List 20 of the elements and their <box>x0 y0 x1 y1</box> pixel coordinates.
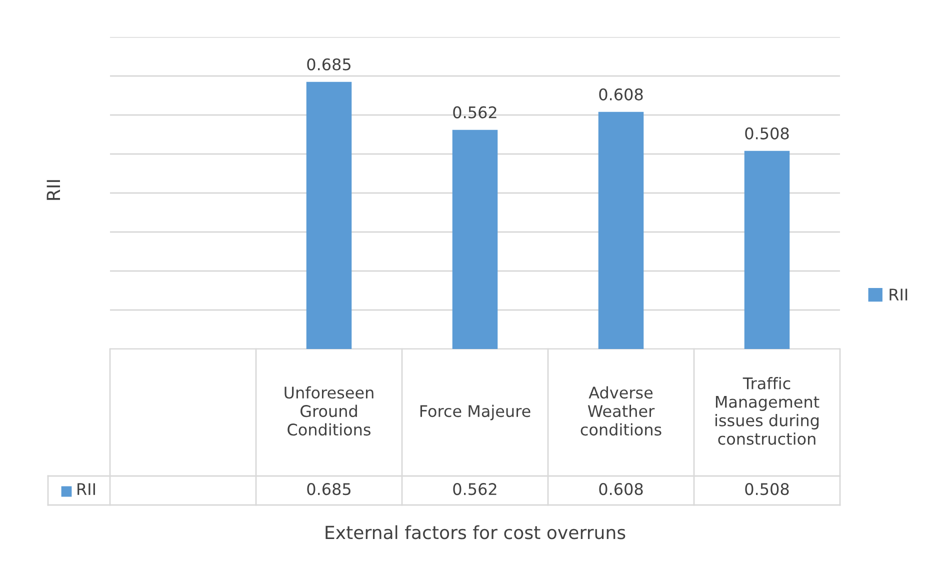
text: 0.508 <box>745 483 789 496</box>
bar <box>598 112 644 349</box>
text: 0.608 <box>599 483 643 496</box>
y-axis-title: RII <box>46 180 60 200</box>
bar <box>452 130 498 349</box>
x-tick-label: Adverse Weather conditions <box>580 386 662 436</box>
text: 0.685 <box>307 483 350 496</box>
data-label: 0.608 <box>599 88 643 100</box>
data-label: 0.562 <box>453 106 496 118</box>
legend-label: RII <box>890 288 908 300</box>
data-label: 0.508 <box>745 127 789 140</box>
x-tick-label: Traffic Management issues during construction <box>716 377 820 445</box>
x-tick-label: Force Majeure <box>420 404 530 420</box>
text: 0.562 <box>453 483 496 496</box>
x-tick-label: Unforeseen Ground Conditions <box>284 386 374 436</box>
text: RII <box>78 483 95 495</box>
data-label: 0.685 <box>307 58 350 70</box>
x-axis-title: External factors for cost overruns <box>326 525 626 540</box>
bar <box>744 150 790 349</box>
bar <box>306 82 352 349</box>
